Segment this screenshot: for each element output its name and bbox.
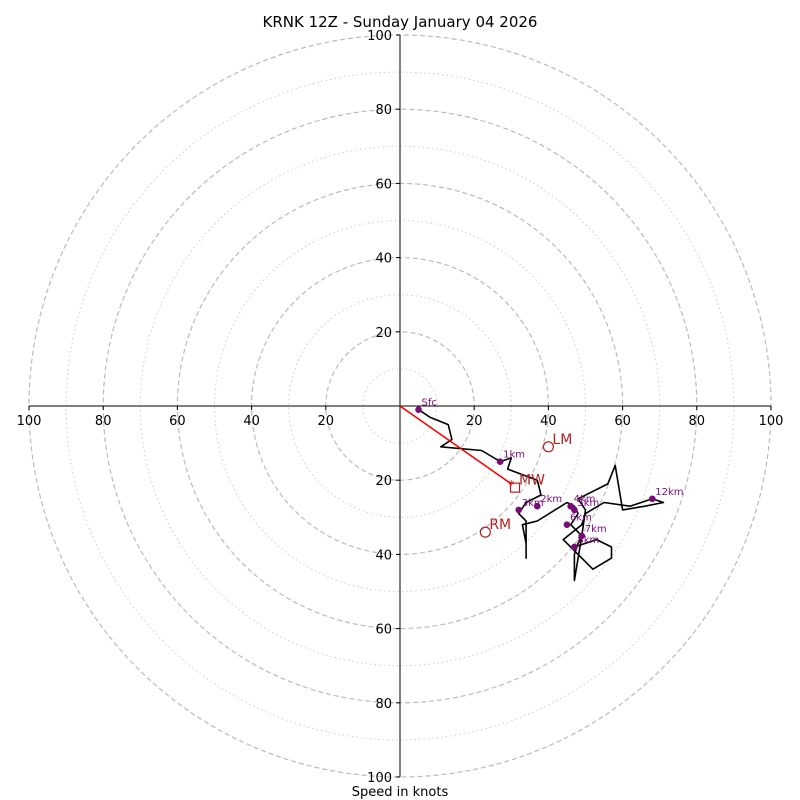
lm-label: LM — [552, 432, 572, 448]
mean-wind-vector: * — [399, 405, 514, 492]
height-marker-dot — [571, 506, 578, 514]
height-marker-dot — [563, 521, 571, 529]
height-marker-dot — [533, 502, 541, 510]
tick-labels: 100 80 60 40 20 20 40 60 80 100 100 80 60 40 20 20 40 60 8… — [17, 29, 784, 786]
mw-label: MW — [519, 473, 545, 489]
height-marker-label: 3km — [522, 498, 544, 509]
x-tick-label: 80 — [689, 414, 706, 429]
height-marker-label: 7km — [585, 524, 607, 535]
x-tick-label: 20 — [466, 414, 483, 429]
x-tick-label: 40 — [540, 414, 557, 429]
y-tick-label: 100 — [367, 29, 392, 44]
x-tick-label: 60 — [614, 414, 631, 429]
storm-motion-markers: LM RM MW — [479, 432, 572, 538]
x-tick-label: 80 — [95, 414, 112, 429]
y-tick-label: 80 — [375, 697, 392, 712]
height-marker-label: 6km — [570, 513, 592, 524]
height-marker-label: 2km — [540, 494, 562, 505]
y-tick-label: 100 — [367, 771, 392, 786]
height-marker-label: 4km — [574, 494, 596, 505]
y-tick-label: 20 — [375, 474, 392, 489]
x-tick-label: 100 — [17, 414, 42, 429]
y-tick-label: 20 — [375, 326, 392, 341]
mean-wind-vector-tip-icon: * — [508, 478, 514, 492]
height-marker-label: 1km — [503, 450, 525, 461]
height-marker-dot — [515, 506, 523, 514]
height-marker-label: 12km — [655, 487, 683, 498]
lm-marker — [542, 441, 555, 453]
mean-wind-vector-line — [399, 405, 512, 485]
height-marker-dot — [571, 543, 578, 551]
height-marker-dot — [496, 458, 504, 465]
height-marker-dot — [578, 532, 586, 540]
chart-title: KRNK 12Z - Sunday January 04 2026 — [263, 13, 538, 31]
y-tick-label: 40 — [375, 252, 392, 267]
height-marker-label: 5km — [577, 498, 599, 509]
y-tick-label: 40 — [375, 548, 392, 563]
rm-marker — [479, 526, 491, 538]
x-axis-label: Speed in knots — [352, 785, 449, 800]
y-tick-label: 60 — [375, 177, 392, 192]
mw-marker — [509, 482, 521, 493]
x-tick-label: 100 — [759, 414, 784, 429]
height-marker-dot — [648, 495, 656, 503]
x-tick-label: 60 — [169, 414, 186, 429]
height-marker-dot — [415, 406, 422, 414]
x-tick-label: 40 — [243, 414, 260, 429]
x-tick-label: 20 — [318, 414, 335, 429]
y-tick-label: 60 — [375, 623, 392, 638]
height-marker-label: 8km — [577, 535, 599, 546]
rm-label: RM — [489, 517, 511, 533]
height-marker-label: Sfc — [422, 398, 437, 409]
y-tick-label: 80 — [375, 103, 392, 118]
